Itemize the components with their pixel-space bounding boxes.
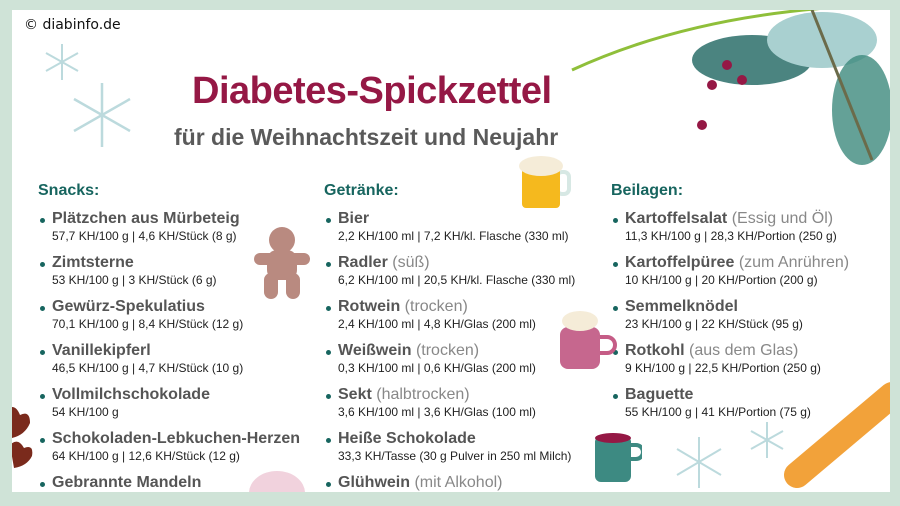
gingerbread-man-icon	[254, 227, 310, 299]
item-note: (halbtrocken)	[376, 386, 470, 403]
item-name: Schokoladen-Lebkuchen-Herzen	[52, 430, 301, 447]
page-title: Diabetes-Spickzettel	[192, 70, 552, 112]
snowflake-icon	[45, 44, 79, 80]
list-item: Semmelknödel 23 KH/100 g | 22 KH/Stück (9…	[611, 298, 849, 342]
item-name: Rotkohl	[625, 342, 685, 359]
item-name: Bier	[338, 210, 370, 227]
item-note: (zum Anrühren)	[738, 254, 850, 271]
section-heading: Beilagen:	[611, 182, 684, 199]
pine-branch-decoration	[571, 10, 890, 165]
heart-cookie-icon	[12, 406, 33, 468]
item-carbs: 0,3 KH/100 ml | 0,6 KH/Glas (200 ml)	[338, 361, 536, 375]
item-carbs: 53 KH/100 g | 3 KH/Stück (6 g)	[52, 273, 217, 287]
item-note: (mit Alkohol)	[414, 474, 503, 491]
item-name: Vollmilchschokolade	[52, 386, 210, 403]
baguette-icon	[784, 382, 890, 488]
item-name: Plätzchen aus Mürbeteig	[52, 210, 240, 227]
item-carbs: 9 KH/100 g | 22,5 KH/Portion (250 g)	[625, 361, 821, 375]
list-item: Heiße Schokolade 33,3 KH/Tasse (30 g Pulv…	[324, 430, 575, 474]
item-note: (trocken)	[404, 298, 468, 315]
cream-decoration	[249, 471, 305, 492]
item-carbs: 10 KH/100 g | 20 KH/Portion (200 g)	[625, 273, 818, 287]
snowflake-icon	[676, 437, 722, 488]
item-name: Zimtsterne	[52, 254, 134, 271]
item-name: Rotwein	[338, 298, 401, 315]
item-carbs: 2,2 KH/100 ml | 7,2 KH/kl. Flasche (330 …	[338, 229, 569, 243]
list-item: Radler (süß) 6,2 KH/100 ml | 20,5 KH/kl. …	[324, 254, 575, 298]
list-item: Sekt (halbtrocken) 3,6 KH/100 ml | 3,6 KH…	[324, 386, 575, 430]
item-name: Radler	[338, 254, 388, 271]
item-name: Semmelknödel	[625, 298, 738, 315]
list-item: Gewürz-Spekulatius 70,1 KH/100 g | 8,4 KH…	[38, 298, 300, 342]
list-item: Rotkohl (aus dem Glas) 9 KH/100 g | 22,5 …	[611, 342, 849, 386]
item-note: (trocken)	[415, 342, 480, 359]
list-item: Vollmilchschokolade 54 KH/100 g	[38, 386, 300, 430]
item-carbs: 23 KH/100 g | 22 KH/Stück (95 g)	[625, 317, 803, 331]
column-snacks: Snacks: Plätzchen aus Mürbeteig 57,7 KH/10…	[38, 182, 300, 492]
item-carbs: 2,4 KH/100 ml | 4,8 KH/Glas (200 ml)	[338, 317, 536, 331]
list-item: Kartoffelsalat (Essig und Öl) 11,3 KH/100…	[611, 210, 849, 254]
item-carbs: 33,3 KH/Tasse (30 g Pulver in 250 ml Mil…	[338, 449, 572, 463]
column-getraenke: Getränke: Bier 2,2 KH/100 ml | 7,2 KH/kl. …	[324, 182, 575, 492]
hot-chocolate-mug-icon	[560, 311, 617, 369]
item-carbs: 57,7 KH/100 g | 4,6 KH/Stück (8 g)	[52, 229, 237, 243]
item-carbs: 46,5 KH/100 g | 4,7 KH/Stück (10 g)	[52, 361, 244, 375]
list-item: Weißwein (trocken) 0,3 KH/100 ml | 0,6 KH…	[324, 342, 575, 386]
list-item: Baguette 55 KH/100 g | 41 KH/Portion (75 …	[611, 386, 849, 430]
item-carbs: 70,1 KH/100 g | 8,4 KH/Stück (12 g)	[52, 317, 244, 331]
list-item: Gebrannte Mandeln46 KH/100 g	[38, 474, 300, 492]
item-carbs: 55 KH/100 g | 41 KH/Portion (75 g)	[625, 405, 811, 419]
item-carbs: 3,6 KH/100 ml | 3,6 KH/Glas (100 ml)	[338, 405, 536, 419]
list-item: Rotwein (trocken) 2,4 KH/100 ml | 4,8 KH/…	[324, 298, 575, 342]
list-item: Plätzchen aus Mürbeteig 57,7 KH/100 g | 4…	[38, 210, 300, 254]
item-carbs: 11,3 KH/100 g | 28,3 KH/Portion (250 g)	[625, 229, 837, 243]
list-item: Glühwein (mit Alkohol)8,6 KH/100 ml | 21…	[324, 474, 575, 492]
item-name: Kartoffelsalat	[625, 210, 728, 227]
item-name: Kartoffelpüree	[625, 254, 735, 271]
mulled-wine-cup-icon	[595, 433, 642, 482]
section-heading: Getränke:	[324, 182, 399, 199]
snowflake-icon	[750, 422, 784, 458]
snowflake-icon	[73, 83, 131, 147]
watermark: © diabinfo.de	[24, 17, 121, 33]
list-item: Kartoffelpüree (zum Anrühren) 10 KH/100 g…	[611, 254, 849, 298]
beer-mug-icon	[519, 156, 571, 208]
item-note: (Essig und Öl)	[731, 210, 834, 227]
item-carbs: 64 KH/100 g | 12,6 KH/Stück (12 g)	[52, 449, 240, 463]
list-item: Vanillekipferl 46,5 KH/100 g | 4,7 KH/Stü…	[38, 342, 300, 386]
column-beilagen: Beilagen: Kartoffelsalat (Essig und Öl) 11…	[611, 182, 849, 430]
item-name: Vanillekipferl	[52, 342, 151, 359]
item-name: Sekt	[338, 386, 372, 403]
item-name: Heiße Schokolade	[338, 430, 476, 447]
item-note: (süß)	[392, 254, 430, 271]
list-item: Zimtsterne 53 KH/100 g | 3 KH/Stück (6 g)	[38, 254, 300, 298]
item-name: Gebrannte Mandeln	[52, 474, 202, 491]
item-note: (aus dem Glas)	[689, 342, 799, 359]
item-name: Gewürz-Spekulatius	[52, 298, 205, 315]
section-heading: Snacks:	[38, 182, 100, 199]
item-name: Baguette	[625, 386, 694, 403]
list-item: Schokoladen-Lebkuchen-Herzen 64 KH/100 g …	[38, 430, 300, 474]
cheat-sheet-card: Diabetes-Spickzettel für die Weihnachtsz…	[12, 10, 890, 492]
item-name: Weißwein	[338, 342, 412, 359]
list-item: Bier 2,2 KH/100 ml | 7,2 KH/kl. Flasche (…	[324, 210, 575, 254]
item-carbs: 54 KH/100 g	[52, 405, 119, 419]
page-subtitle: für die Weihnachtszeit und Neujahr	[174, 124, 559, 150]
item-carbs: 6,2 KH/100 ml | 20,5 KH/kl. Flasche (330…	[338, 273, 576, 287]
item-name: Glühwein	[338, 474, 410, 491]
